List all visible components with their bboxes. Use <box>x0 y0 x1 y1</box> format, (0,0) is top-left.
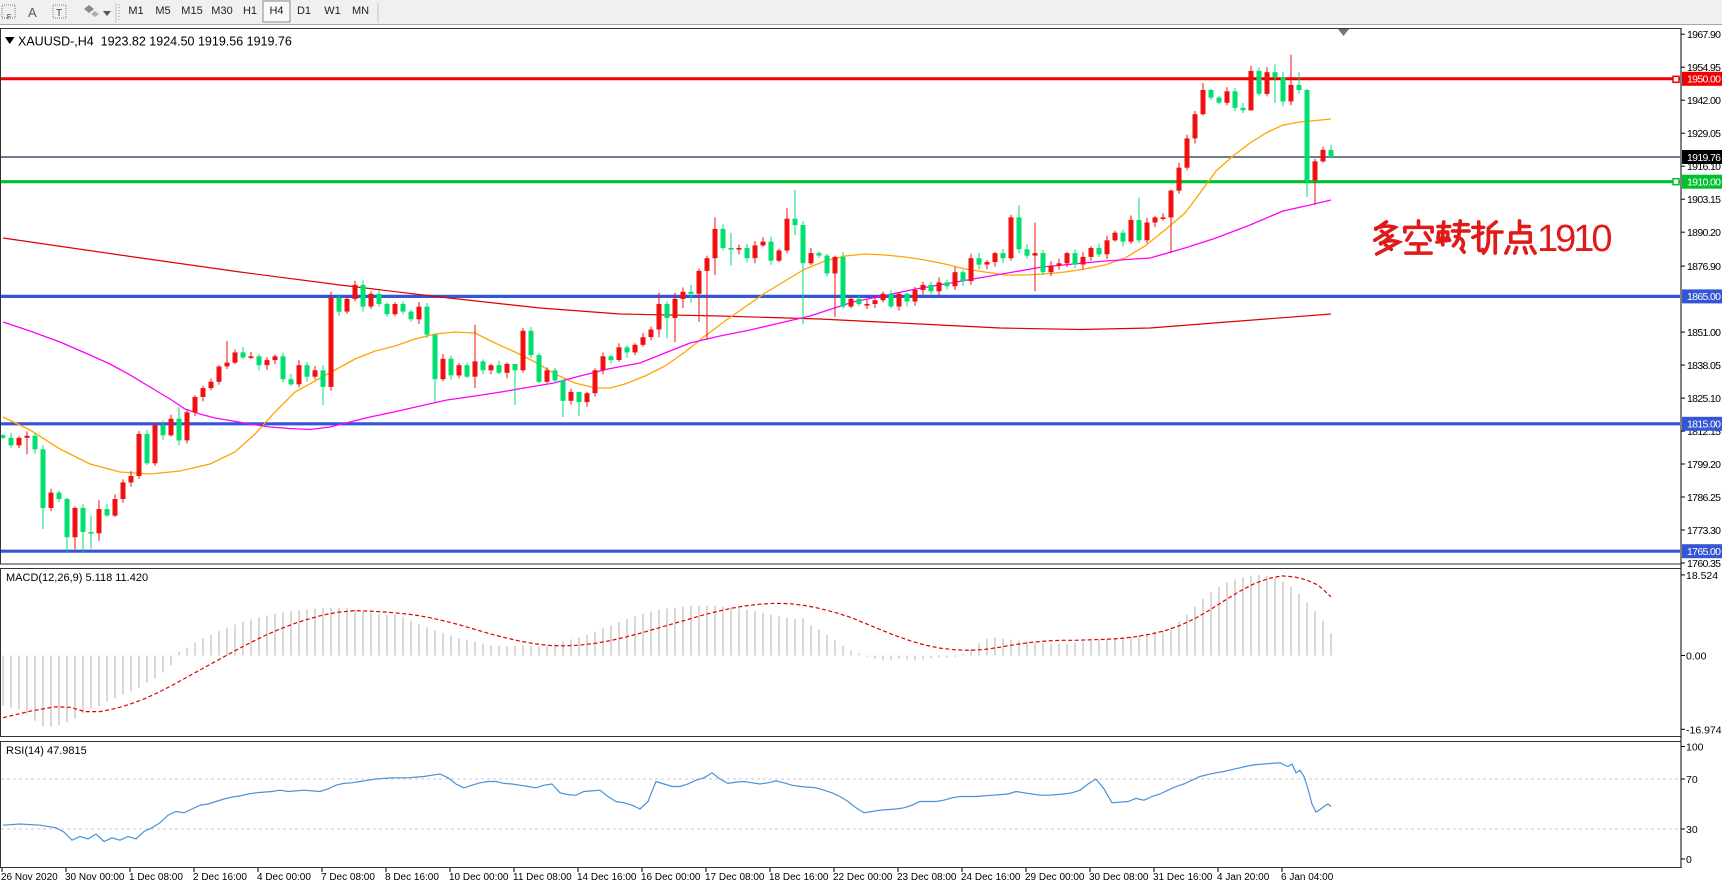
svg-text:8 Dec 16:00: 8 Dec 16:00 <box>385 872 439 883</box>
svg-text:0: 0 <box>1686 854 1692 866</box>
svg-text:1950.00: 1950.00 <box>1687 74 1721 86</box>
svg-text:1838.05: 1838.05 <box>1687 360 1721 372</box>
svg-text:A: A <box>28 5 37 20</box>
svg-text:4 Jan 20:00: 4 Jan 20:00 <box>1217 872 1270 883</box>
svg-text:1815.00: 1815.00 <box>1687 419 1721 431</box>
svg-text:F: F <box>7 14 11 21</box>
svg-text:1799.20: 1799.20 <box>1687 459 1721 471</box>
svg-text:22 Dec 00:00: 22 Dec 00:00 <box>833 872 893 883</box>
svg-text:-16.974: -16.974 <box>1686 724 1722 736</box>
svg-text:1825.10: 1825.10 <box>1687 393 1721 405</box>
svg-text:6 Jan 04:00: 6 Jan 04:00 <box>1281 872 1334 883</box>
svg-text:XAUUSD-,H4 1923.82 1924.50 19: XAUUSD-,H4 1923.82 1924.50 1919.56 1919.… <box>18 35 292 49</box>
svg-text:1865.00: 1865.00 <box>1687 291 1721 303</box>
svg-text:1919.76: 1919.76 <box>1687 152 1721 164</box>
svg-text:1876.90: 1876.90 <box>1687 261 1721 273</box>
svg-text:70: 70 <box>1686 774 1698 786</box>
svg-text:1910.00: 1910.00 <box>1687 177 1721 189</box>
svg-text:1942.00: 1942.00 <box>1687 95 1721 107</box>
svg-text:1765.00: 1765.00 <box>1687 546 1721 558</box>
svg-text:31 Dec 16:00: 31 Dec 16:00 <box>1153 872 1213 883</box>
svg-text:11 Dec 08:00: 11 Dec 08:00 <box>513 872 572 883</box>
svg-text:1903.15: 1903.15 <box>1687 194 1721 206</box>
svg-text:RSI(14) 47.9815: RSI(14) 47.9815 <box>6 745 87 757</box>
svg-text:16 Dec 00:00: 16 Dec 00:00 <box>641 872 701 883</box>
svg-text:4 Dec 00:00: 4 Dec 00:00 <box>257 872 311 883</box>
svg-text:24 Dec 16:00: 24 Dec 16:00 <box>961 872 1021 883</box>
svg-text:30 Nov 00:00: 30 Nov 00:00 <box>65 872 125 883</box>
svg-text:18 Dec 16:00: 18 Dec 16:00 <box>769 872 829 883</box>
svg-text:17 Dec 08:00: 17 Dec 08:00 <box>705 872 765 883</box>
svg-text:1786.25: 1786.25 <box>1687 492 1721 504</box>
svg-text:30: 30 <box>1686 824 1698 836</box>
svg-text:1929.05: 1929.05 <box>1687 128 1721 140</box>
svg-text:0.00: 0.00 <box>1686 651 1707 663</box>
svg-text:MACD(12,26,9) 5.118 11.420: MACD(12,26,9) 5.118 11.420 <box>6 572 148 584</box>
svg-text:1760.35: 1760.35 <box>1687 558 1721 570</box>
svg-text:100: 100 <box>1686 742 1704 754</box>
svg-text:1967.90: 1967.90 <box>1687 29 1721 41</box>
svg-text:18.524: 18.524 <box>1686 570 1718 582</box>
svg-text:23 Dec 08:00: 23 Dec 08:00 <box>897 872 957 883</box>
svg-text:30 Dec 08:00: 30 Dec 08:00 <box>1089 872 1149 883</box>
svg-text:2 Dec 16:00: 2 Dec 16:00 <box>193 872 247 883</box>
svg-text:1 Dec 08:00: 1 Dec 08:00 <box>129 872 183 883</box>
svg-text:T: T <box>56 8 62 19</box>
svg-text:14 Dec 16:00: 14 Dec 16:00 <box>577 872 637 883</box>
svg-text:29 Dec 00:00: 29 Dec 00:00 <box>1025 872 1085 883</box>
svg-text:1954.95: 1954.95 <box>1687 62 1721 74</box>
svg-text:7 Dec 08:00: 7 Dec 08:00 <box>321 872 375 883</box>
svg-text:1910: 1910 <box>1537 218 1611 260</box>
svg-text:1773.30: 1773.30 <box>1687 525 1721 537</box>
svg-text:26 Nov 2020: 26 Nov 2020 <box>1 872 58 883</box>
svg-text:1851.00: 1851.00 <box>1687 327 1721 339</box>
svg-text:10 Dec 00:00: 10 Dec 00:00 <box>449 872 509 883</box>
svg-text:1890.20: 1890.20 <box>1687 227 1721 239</box>
